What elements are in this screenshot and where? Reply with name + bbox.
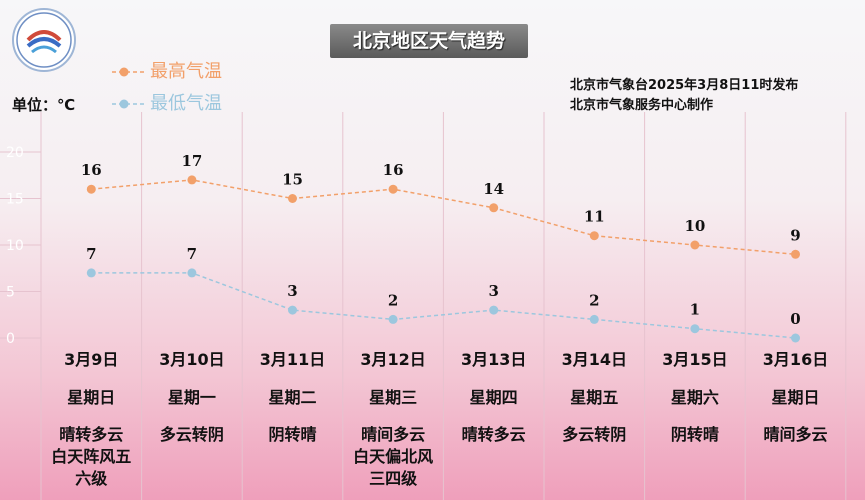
data-label-low: 7: [86, 245, 96, 263]
day-weather: 多云转阴: [562, 425, 627, 444]
data-point-high: [791, 249, 800, 259]
day-date: 3月14日: [561, 350, 627, 369]
y-tick-label: 15: [6, 192, 24, 208]
day-column: 3月9日星期日晴转多云 白天阵风五 六级: [45, 348, 137, 490]
day-column: 3月12日星期三晴间多云 白天偏北风 三四级: [347, 348, 439, 490]
data-point-high: [86, 184, 96, 194]
data-label-high: 10: [684, 217, 705, 235]
day-weather: 晴转多云 白天阵风五 六级: [51, 425, 132, 488]
data-label-low: 1: [690, 301, 700, 319]
day-date: 3月16日: [762, 350, 829, 369]
day-column: 3月10日星期一多云转阴: [146, 348, 238, 446]
day-weather: 阴转晴: [268, 425, 317, 444]
data-point-high: [489, 203, 499, 213]
data-point-low: [388, 314, 398, 324]
day-column: 3月16日星期日晴间多云: [750, 348, 842, 446]
data-label-high: 16: [383, 161, 404, 179]
data-label-high: 9: [790, 226, 800, 244]
data-label-high: 16: [81, 161, 102, 179]
data-point-low: [791, 333, 800, 343]
day-weekday: 星期一: [167, 388, 216, 407]
data-point-low: [589, 314, 599, 324]
legend-high-label: 最高气温: [150, 61, 222, 82]
issuer-line-1: 北京市气象台2025年3月8日11时发布: [570, 78, 799, 93]
data-point-low: [187, 268, 197, 278]
data-point-high: [288, 194, 297, 203]
data-label-high: 11: [584, 208, 605, 226]
data-label-high: 17: [181, 152, 202, 170]
day-weekday: 星期五: [570, 388, 619, 407]
day-column: 3月14日星期五多云转阴: [548, 348, 640, 446]
y-tick-label: 10: [6, 238, 24, 254]
data-point-low: [288, 305, 297, 315]
data-label-low: 2: [388, 291, 398, 309]
day-weather: 晴转多云: [461, 425, 526, 444]
y-tick-label: 20: [6, 145, 24, 161]
day-weather: 晴间多云 白天偏北风 三四级: [353, 425, 434, 488]
day-date: 3月9日: [64, 350, 119, 369]
chart-title: 北京地区天气趋势: [330, 24, 528, 58]
y-tick-label: 0: [6, 331, 15, 347]
day-weekday: 星期日: [771, 388, 820, 407]
data-point-low: [86, 268, 96, 278]
day-weather: 阴转晴: [670, 425, 719, 444]
legend-low-label: 最低气温: [150, 93, 222, 114]
day-weekday: 星期日: [67, 388, 116, 407]
day-weather: 晴间多云: [763, 425, 828, 444]
issuer-info: 北京市气象台2025年3月8日11时发布 北京市气象服务中心制作: [570, 76, 798, 116]
weather-service-logo: [12, 8, 76, 72]
series-line-high: [91, 179, 796, 256]
data-label-high: 15: [282, 171, 303, 189]
data-label-low: 0: [790, 310, 800, 328]
day-column: 3月15日星期六阴转晴: [649, 348, 741, 446]
data-label-high: 14: [483, 180, 504, 198]
day-weekday: 星期六: [670, 388, 719, 407]
day-date: 3月15日: [662, 350, 728, 369]
logo-emblem-icon: [16, 12, 72, 68]
day-weekday: 星期四: [469, 388, 518, 407]
day-column: 3月11日星期二阴转晴: [247, 348, 339, 446]
data-point-high: [690, 240, 700, 250]
unit-label: 单位：℃: [12, 96, 76, 114]
y-tick-label: 5: [6, 285, 15, 301]
data-label-low: 3: [287, 282, 297, 300]
day-column: 3月13日星期四晴转多云: [448, 348, 540, 446]
legend-high-marker-icon: [112, 67, 146, 77]
day-weekday: 星期二: [268, 388, 317, 407]
data-point-low: [489, 305, 499, 315]
day-weekday: 星期三: [369, 388, 418, 407]
legend-low-marker-icon: [112, 99, 146, 109]
day-date: 3月10日: [159, 350, 225, 369]
data-label-low: 7: [187, 245, 197, 263]
issuer-line-2: 北京市气象服务中心制作: [570, 98, 714, 113]
data-point-high: [187, 175, 197, 185]
data-label-low: 2: [589, 291, 599, 309]
day-date: 3月13日: [460, 350, 527, 369]
day-weather: 多云转阴: [159, 425, 224, 444]
day-date: 3月11日: [259, 350, 326, 369]
data-point-high: [589, 231, 599, 241]
series-line-low: [91, 272, 796, 339]
data-label-low: 3: [488, 282, 498, 300]
data-point-high: [388, 184, 398, 194]
day-date: 3月12日: [360, 350, 426, 369]
data-point-low: [690, 324, 700, 334]
